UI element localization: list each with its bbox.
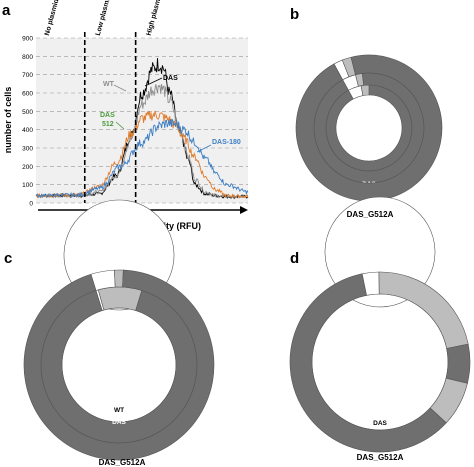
x-axis-arrowhead <box>240 206 248 214</box>
annotation-wt: WT <box>103 81 115 88</box>
caption-c: DAS_G512A <box>98 458 146 467</box>
y-tick-label: 100 <box>22 182 33 189</box>
series-line-das-180 <box>35 119 249 199</box>
caption-b: DAS_G512A <box>346 210 394 219</box>
y-tick-label: 400 <box>22 127 33 134</box>
ring-label-das: DAS <box>112 419 126 426</box>
caption-d: DAS_G512A <box>356 453 404 462</box>
annotation-das: DAS <box>163 75 178 82</box>
panel-label-c: c <box>4 250 13 267</box>
annotation-das512-pointer <box>115 121 125 130</box>
ring-outer-slice <box>289 273 447 453</box>
y-tick-label: 300 <box>22 146 33 153</box>
annotation-das180-pointer <box>196 144 212 153</box>
panel-label-a: a <box>2 2 11 19</box>
annotation-das180: DAS-180 <box>212 139 241 146</box>
annotation-das-pointer <box>144 77 163 87</box>
annotation-wt-pointer <box>113 84 127 92</box>
panel-label-b: b <box>290 6 300 23</box>
y-tick-label: 700 <box>22 72 33 79</box>
annotation-das512-line2: 512 <box>102 121 114 128</box>
y-tick-labels: 0 100 200 300 400 500 600 700 800 900 <box>22 36 33 208</box>
ring-label-das: DAS <box>373 420 387 427</box>
plot-background <box>36 38 248 203</box>
ring-outer-slice <box>445 343 471 384</box>
panel-label-d: d <box>290 250 300 267</box>
y-axis-label: number of cells <box>3 87 13 154</box>
y-tick-label: 800 <box>22 54 33 61</box>
annotation-das512-line1: DAS <box>100 112 115 119</box>
y-tick-label: 900 <box>22 36 33 43</box>
y-tick-label: 500 <box>22 109 33 116</box>
ring-outer-slice <box>23 269 215 461</box>
y-tick-label: 200 <box>22 164 33 171</box>
series-line-wt <box>35 84 249 200</box>
grid-lines <box>36 37 248 204</box>
y-tick-label: 0 <box>29 201 33 208</box>
ring-outer-slice <box>295 54 443 202</box>
y-tick-label: 600 <box>22 91 33 98</box>
ring-label-wt: WT <box>114 407 124 414</box>
series-lines <box>35 58 249 200</box>
